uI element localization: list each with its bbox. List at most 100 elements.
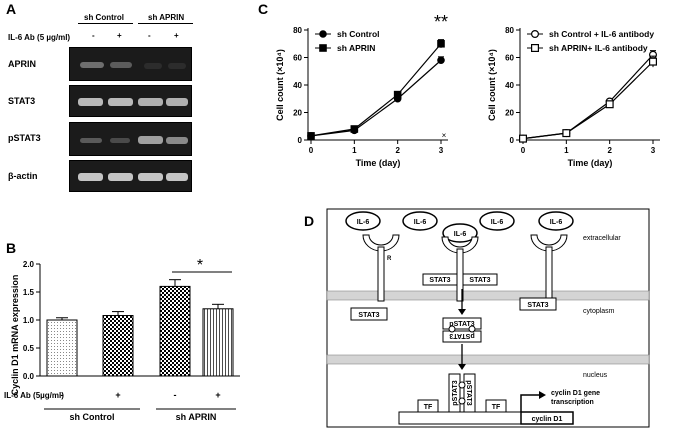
significance-mark: * [197, 257, 203, 274]
legend-marker [319, 30, 327, 38]
svg-text:R: R [387, 256, 392, 262]
bar [159, 285, 191, 377]
stat3-box: STAT3 [519, 297, 557, 311]
bar [102, 315, 134, 377]
svg-text:IL-6: IL-6 [414, 219, 427, 226]
panel-label-a: A [6, 1, 17, 17]
y-tick-label: 1.5 [23, 288, 35, 297]
y-tick-label: 1.0 [23, 316, 35, 325]
panel-label-d: D [304, 213, 315, 229]
nuclear-membrane [326, 354, 650, 365]
tf-box: TF [485, 399, 507, 413]
cell-membrane [326, 290, 650, 301]
data-point [649, 57, 658, 66]
x-tick-label: 2 [395, 146, 400, 155]
western-blot-panel: sh Control sh APRIN IL-6 Ab (5 µg/ml) - … [0, 0, 200, 195]
legend-label: sh Control [337, 29, 380, 39]
y-axis-label: Cyclin D1 mRNA expression [10, 275, 20, 396]
bar [46, 319, 78, 377]
y-tick-label: 40 [293, 81, 302, 90]
x-tick-label: 1 [352, 146, 357, 155]
svg-text:IL-6: IL-6 [550, 219, 563, 226]
blot-group-aprin-line [138, 23, 193, 24]
blot-band [168, 63, 186, 69]
blot-band [80, 62, 104, 68]
svg-text:IL-6: IL-6 [491, 219, 504, 226]
blot-treatment-label: IL-6 Ab (5 µg/ml) [8, 33, 71, 42]
svg-text:IL-6: IL-6 [454, 231, 467, 238]
legend-marker [531, 43, 540, 52]
svg-text:STAT3: STAT3 [527, 302, 548, 309]
blot-group-aprin: sh APRIN [148, 13, 185, 22]
series-line [522, 54, 654, 140]
legend-label: sh Control + IL-6 antibody [549, 29, 654, 39]
treatment-sign: + [115, 390, 120, 400]
series-line [522, 61, 654, 140]
y-tick-label: 2.0 [23, 260, 35, 269]
y-tick-label: 80 [293, 26, 302, 35]
blot-band [144, 63, 162, 69]
cytoplasm-label: cytoplasm [583, 308, 615, 315]
svg-text:pSTAT3: pSTAT3 [449, 321, 475, 328]
pstat3-dimer: pSTAT3 pSTAT3 [442, 317, 482, 343]
il6-ligand: IL-6 [345, 211, 381, 231]
blot-sign: + [174, 31, 179, 40]
y-tick-label: 80 [505, 26, 514, 35]
x-tick-label: 3 [651, 146, 656, 155]
data-point [393, 90, 402, 99]
data-point [350, 125, 359, 133]
tf-box: TF [417, 399, 439, 413]
il6-ligand: IL-6 [479, 211, 515, 231]
stat3-box: STAT3 [350, 307, 388, 321]
significance-mark: ** [434, 12, 448, 32]
y-tick-label: 40 [505, 81, 514, 90]
blot-strip-actin [69, 160, 192, 192]
x-tick-label: 1 [564, 146, 569, 155]
blot-sign: - [148, 31, 151, 40]
data-point [437, 56, 445, 65]
x-tick-label: 0 [521, 146, 526, 155]
blot-band [108, 98, 133, 106]
activation-arrow [458, 289, 466, 315]
stat3-box: STAT3 [462, 273, 498, 286]
series-line [310, 43, 442, 137]
blot-strip-pstat3 [69, 122, 192, 156]
dna-strand [398, 411, 522, 425]
blot-band [166, 137, 188, 144]
blot-row-label: STAT3 [8, 96, 36, 106]
blot-strip-aprin [69, 47, 192, 81]
blot-row-label: APRIN [8, 59, 37, 69]
transcription-arrow [520, 391, 546, 412]
blot-strip-stat3 [69, 85, 192, 117]
svg-text:pSTAT3: pSTAT3 [452, 380, 459, 406]
il6-ligand: IL-6 [402, 211, 438, 231]
x-tick-label: 2 [607, 146, 612, 155]
legend-marker [319, 44, 327, 52]
blot-row-label: β-actin [8, 171, 38, 181]
stat3-box: STAT3 [422, 273, 458, 286]
il6-ligand: IL-6 [538, 211, 574, 231]
nucleus-label: nucleus [583, 372, 608, 379]
svg-text:IL-6: IL-6 [357, 219, 370, 226]
blot-band [166, 173, 188, 181]
svg-text:TF: TF [424, 404, 433, 411]
data-point [605, 100, 614, 109]
data-point [562, 129, 571, 138]
blot-sign: + [117, 31, 122, 40]
y-tick-label: 20 [293, 109, 302, 118]
translocation-arrow [458, 344, 466, 370]
blot-band [138, 173, 163, 181]
blot-group-control-line [78, 23, 133, 24]
treatment-sign: + [215, 390, 220, 400]
panel-label-b: B [6, 240, 17, 256]
blot-group-control: sh Control [84, 13, 124, 22]
group-label: sh Control [70, 412, 115, 422]
blot-row-label: pSTAT3 [8, 133, 41, 143]
y-tick-label: 0.0 [23, 372, 35, 381]
blot-band [80, 138, 102, 143]
x-tick-label: 3 [439, 146, 444, 155]
blot-sign: - [92, 31, 95, 40]
y-tick-label: 0 [298, 136, 303, 145]
blot-band [138, 136, 163, 144]
transcription-label-line1: cyclin D1 gene [551, 390, 600, 397]
